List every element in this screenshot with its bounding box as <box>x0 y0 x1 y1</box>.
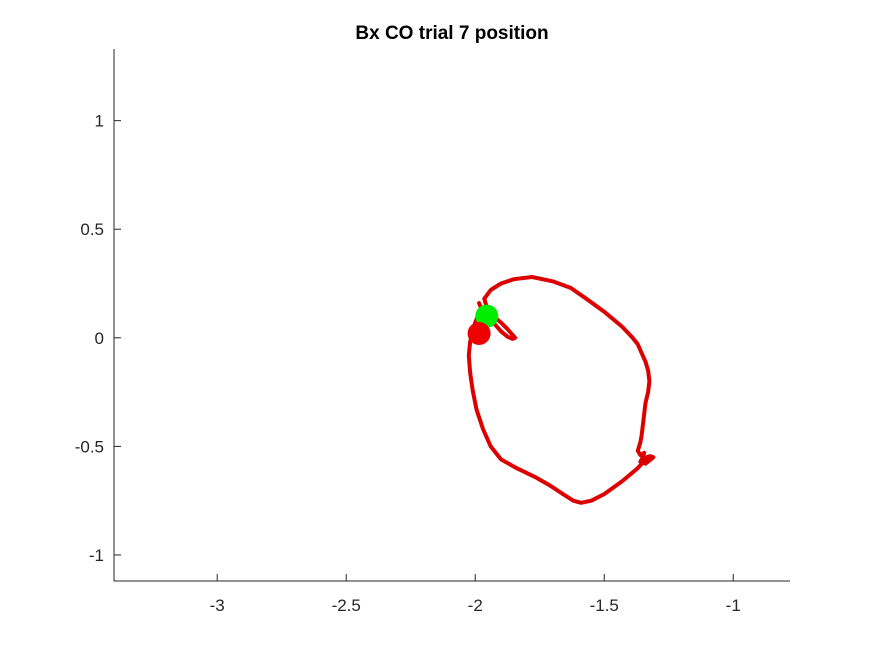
plot-area <box>466 275 656 505</box>
trajectory-line <box>466 275 656 505</box>
start-marker <box>475 304 499 328</box>
y-tick-label: 1 <box>95 112 104 131</box>
x-tick-label: -1.5 <box>590 596 619 615</box>
y-tick-label: -0.5 <box>75 437 104 456</box>
axes: -3 -2.5 -2 -1.5 -1 -1 -0.5 0 0.5 1 <box>75 49 790 615</box>
y-tick-label: -1 <box>89 546 104 565</box>
x-tick-label: -2 <box>468 596 483 615</box>
chart-title: Bx CO trial 7 position <box>355 23 548 44</box>
end-marker <box>467 321 491 345</box>
x-tick-label: -1 <box>726 596 741 615</box>
x-tick-label: -3 <box>210 596 225 615</box>
x-tick-label: -2.5 <box>332 596 361 615</box>
y-tick-label: 0.5 <box>80 220 104 239</box>
y-tick-label: 0 <box>95 329 104 348</box>
